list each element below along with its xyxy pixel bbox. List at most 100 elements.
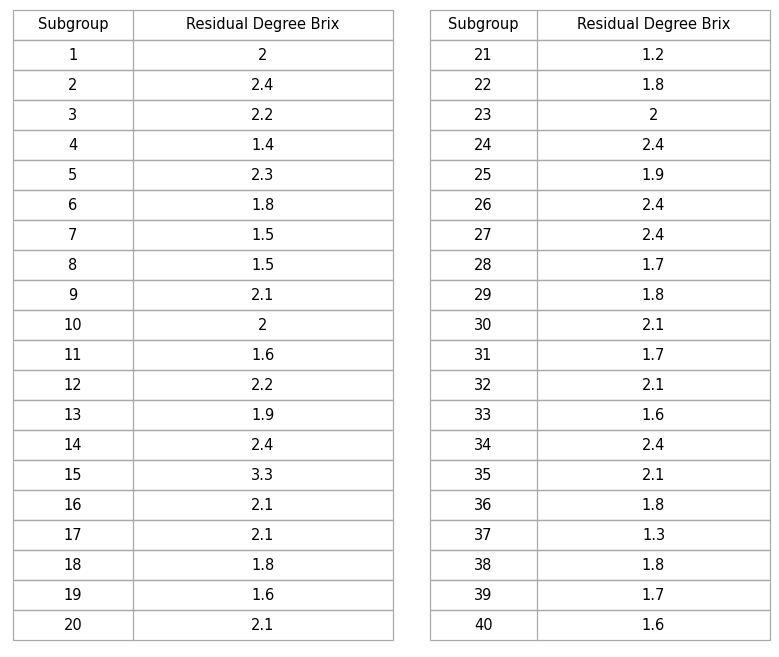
Text: 15: 15 — [64, 468, 82, 482]
Text: 34: 34 — [474, 438, 493, 453]
Bar — [13, 40, 393, 70]
Bar — [430, 40, 770, 70]
Bar — [430, 460, 770, 490]
Text: 37: 37 — [474, 528, 493, 543]
Text: 24: 24 — [474, 137, 493, 152]
Text: 2.1: 2.1 — [251, 497, 274, 512]
Bar — [430, 10, 770, 40]
Text: 2.4: 2.4 — [642, 198, 665, 212]
Text: 2: 2 — [68, 78, 78, 93]
Bar — [13, 220, 393, 250]
Text: 2.1: 2.1 — [251, 288, 274, 302]
Bar — [13, 430, 393, 460]
Bar — [13, 70, 393, 100]
Text: 10: 10 — [64, 317, 82, 332]
Bar — [13, 130, 393, 160]
Text: 2: 2 — [649, 108, 658, 122]
Text: 35: 35 — [474, 468, 493, 482]
Text: 1.3: 1.3 — [642, 528, 665, 543]
Text: 19: 19 — [64, 587, 82, 602]
Text: 2: 2 — [258, 317, 267, 332]
Text: 2: 2 — [258, 47, 267, 62]
Text: 6: 6 — [69, 198, 77, 212]
Bar — [13, 160, 393, 190]
Text: 1.2: 1.2 — [642, 47, 665, 62]
Text: 5: 5 — [69, 168, 77, 183]
Bar — [430, 610, 770, 640]
Text: 9: 9 — [69, 288, 77, 302]
Text: 29: 29 — [474, 288, 493, 302]
Text: 13: 13 — [64, 407, 82, 422]
Text: 12: 12 — [64, 378, 82, 392]
Text: 2.2: 2.2 — [251, 378, 275, 392]
Bar — [430, 160, 770, 190]
Text: 8: 8 — [69, 258, 77, 273]
Bar — [430, 280, 770, 310]
Bar — [13, 550, 393, 580]
Text: 2.1: 2.1 — [251, 618, 274, 633]
Text: Residual Degree Brix: Residual Degree Brix — [186, 18, 340, 32]
Text: 3.3: 3.3 — [252, 468, 274, 482]
Text: Subgroup: Subgroup — [37, 18, 108, 32]
Text: 2.1: 2.1 — [251, 528, 274, 543]
Text: 40: 40 — [474, 618, 493, 633]
Text: 1.7: 1.7 — [642, 258, 665, 273]
Bar — [430, 130, 770, 160]
Text: 2.1: 2.1 — [642, 317, 665, 332]
Text: 1.7: 1.7 — [642, 348, 665, 363]
Bar — [13, 280, 393, 310]
Text: 1.5: 1.5 — [251, 258, 274, 273]
Bar — [430, 250, 770, 280]
Text: 1.9: 1.9 — [642, 168, 665, 183]
Text: 2.4: 2.4 — [251, 78, 274, 93]
Text: 33: 33 — [474, 407, 492, 422]
Text: 39: 39 — [474, 587, 493, 602]
Bar — [13, 10, 393, 40]
Text: 1.6: 1.6 — [251, 348, 274, 363]
Bar — [13, 610, 393, 640]
Text: Subgroup: Subgroup — [448, 18, 519, 32]
Text: 1.9: 1.9 — [251, 407, 274, 422]
Text: 2.2: 2.2 — [251, 108, 275, 122]
Bar — [13, 250, 393, 280]
Text: 1: 1 — [69, 47, 77, 62]
Bar — [13, 460, 393, 490]
Text: 1.8: 1.8 — [251, 558, 274, 572]
Text: 21: 21 — [474, 47, 493, 62]
Bar — [13, 340, 393, 370]
Bar — [13, 490, 393, 520]
Text: 2.1: 2.1 — [642, 378, 665, 392]
Text: 22: 22 — [474, 78, 493, 93]
Text: 2.4: 2.4 — [642, 227, 665, 242]
Text: 2.4: 2.4 — [251, 438, 274, 453]
Text: 20: 20 — [63, 618, 83, 633]
Text: 1.4: 1.4 — [251, 137, 274, 152]
Bar — [430, 100, 770, 130]
Bar — [430, 400, 770, 430]
Text: 2.3: 2.3 — [251, 168, 274, 183]
Bar — [430, 370, 770, 400]
Bar — [430, 550, 770, 580]
Text: 28: 28 — [474, 258, 493, 273]
Text: 2.4: 2.4 — [642, 137, 665, 152]
Bar — [430, 70, 770, 100]
Bar — [430, 310, 770, 340]
Bar — [13, 370, 393, 400]
Bar — [430, 220, 770, 250]
Bar — [430, 340, 770, 370]
Text: 30: 30 — [474, 317, 493, 332]
Text: Residual Degree Brix: Residual Degree Brix — [577, 18, 730, 32]
Text: 1.8: 1.8 — [642, 78, 665, 93]
Text: 26: 26 — [474, 198, 493, 212]
Text: 16: 16 — [64, 497, 82, 512]
Text: 18: 18 — [64, 558, 82, 572]
Text: 14: 14 — [64, 438, 82, 453]
Bar — [430, 490, 770, 520]
Text: 36: 36 — [474, 497, 493, 512]
Bar — [430, 430, 770, 460]
Text: 38: 38 — [474, 558, 493, 572]
Bar — [430, 520, 770, 550]
Bar — [430, 190, 770, 220]
Text: 1.6: 1.6 — [251, 587, 274, 602]
Text: 2.4: 2.4 — [642, 438, 665, 453]
